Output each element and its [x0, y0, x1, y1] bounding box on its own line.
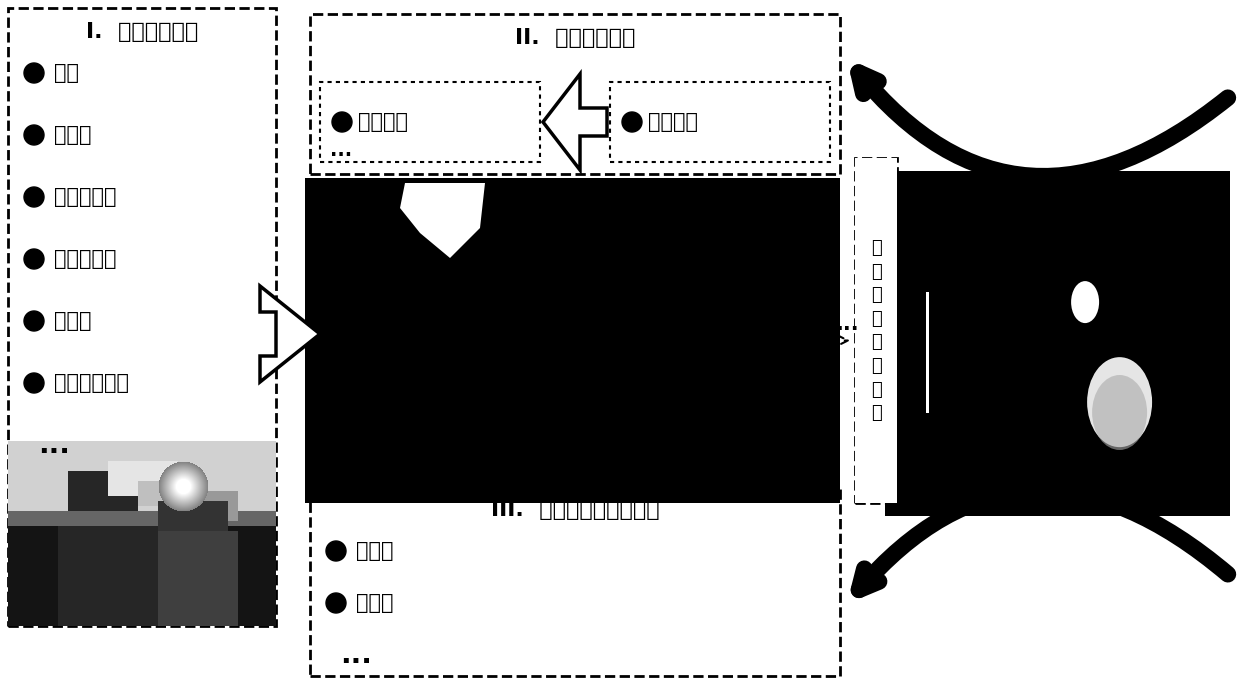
Circle shape — [326, 593, 346, 613]
Polygon shape — [260, 286, 320, 382]
Text: 运动平顺性: 运动平顺性 — [55, 249, 117, 269]
FancyArrowPatch shape — [858, 73, 1228, 176]
Text: I.  运行状态信号: I. 运行状态信号 — [86, 22, 198, 42]
Ellipse shape — [1087, 357, 1152, 447]
Bar — [320, 82, 539, 162]
Circle shape — [24, 63, 43, 83]
Text: 切削力: 切削力 — [356, 541, 393, 561]
Circle shape — [24, 125, 43, 145]
Bar — [310, 486, 839, 676]
Polygon shape — [401, 183, 485, 258]
Text: 砂轮磨损: 砂轮磨损 — [649, 112, 698, 132]
Text: II.  加工状态信号: II. 加工状态信号 — [515, 28, 635, 48]
Bar — [310, 14, 839, 174]
Circle shape — [24, 311, 43, 331]
Bar — [310, 486, 839, 676]
Text: 声发射: 声发射 — [356, 593, 393, 613]
Bar — [885, 171, 1230, 516]
Text: 运动轴精度: 运动轴精度 — [55, 187, 117, 207]
Circle shape — [622, 112, 642, 132]
Text: 热变形: 热变形 — [55, 125, 92, 145]
FancyArrowPatch shape — [859, 491, 1228, 590]
Text: ...: ... — [836, 314, 859, 335]
Ellipse shape — [1092, 375, 1147, 450]
Bar — [856, 158, 897, 503]
Text: 静压导轨油压: 静压导轨油压 — [55, 373, 129, 393]
Text: ...: ... — [340, 641, 372, 669]
Bar — [610, 82, 830, 162]
Text: 动平衡: 动平衡 — [55, 311, 92, 331]
Text: ...: ... — [330, 141, 352, 160]
Circle shape — [332, 112, 352, 132]
Bar — [7, 8, 277, 626]
Polygon shape — [543, 74, 608, 170]
Text: 光
学
元
件
加
工
质
量: 光 学 元 件 加 工 质 量 — [870, 239, 882, 422]
Bar — [7, 8, 277, 626]
Bar — [305, 178, 839, 503]
Circle shape — [24, 373, 43, 393]
Ellipse shape — [440, 204, 465, 222]
Bar — [926, 292, 930, 412]
Text: ...: ... — [38, 431, 69, 459]
Text: 振动: 振动 — [55, 63, 79, 83]
Bar — [310, 14, 839, 174]
Circle shape — [326, 541, 346, 561]
Circle shape — [24, 249, 43, 269]
Text: 切削功率: 切削功率 — [358, 112, 408, 132]
Circle shape — [24, 187, 43, 207]
Bar — [856, 158, 897, 503]
Ellipse shape — [1071, 281, 1099, 323]
Text: III.  材料去除与变形信息: III. 材料去除与变形信息 — [491, 500, 660, 520]
